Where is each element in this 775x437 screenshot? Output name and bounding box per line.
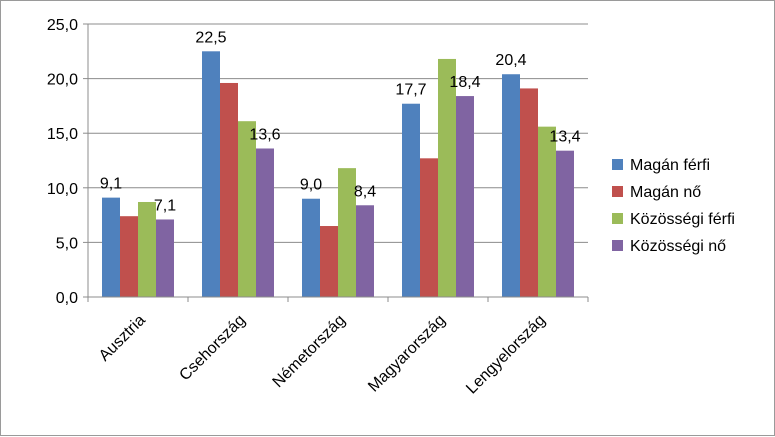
bar-2-4	[420, 158, 438, 297]
bar-3-3	[338, 168, 356, 297]
legend: Magán férfi Magán nő Közösségi férfi Közöss…	[612, 157, 735, 255]
legend-swatch	[612, 159, 623, 170]
legend-label: Magán nő	[630, 184, 701, 201]
category-label: Németország	[270, 312, 349, 391]
x-axis: Ausztria Csehország Németország Magyarorszá…	[87, 296, 589, 398]
data-label: 8,4	[354, 183, 376, 200]
bar-4-5	[556, 150, 574, 297]
bar-4-2	[256, 148, 274, 297]
data-label: 13,4	[549, 129, 580, 146]
bar-4-1	[156, 219, 174, 297]
y-tick-label: 5,0	[56, 235, 78, 252]
data-label: 9,0	[300, 177, 322, 194]
legend-swatch	[612, 213, 623, 224]
bar-2-1	[120, 216, 138, 297]
bar-1-5	[502, 74, 520, 298]
data-label: 22,5	[195, 29, 226, 46]
bar-2-2	[220, 82, 238, 297]
data-labels: 9,1 22,5 9,0 17,7 20,4 7,1 13,6 8,4 18,4 13,4	[100, 29, 581, 214]
y-tick-label: 10,0	[47, 181, 78, 198]
category-label: Csehország	[176, 312, 248, 384]
bar-3-1	[138, 201, 156, 297]
bar-1-1	[102, 197, 120, 297]
bar-2-3	[320, 226, 338, 297]
bar-2-5	[520, 88, 538, 297]
bar-4-4	[456, 96, 474, 298]
y-tick-label: 0,0	[56, 290, 78, 307]
data-label: 18,4	[449, 74, 480, 91]
y-tick-label: 20,0	[47, 72, 78, 89]
y-tick-label: 25,0	[47, 17, 78, 34]
y-axis: 0,0 5,0 10,0 15,0 20,0 25,0	[47, 17, 89, 307]
bar-3-2	[238, 121, 256, 297]
data-label: 7,1	[154, 197, 176, 214]
legend-label: Közösségi nő	[630, 238, 726, 255]
category-label: Magyarország	[365, 312, 449, 396]
bar-4-3	[356, 205, 374, 297]
data-label: 9,1	[100, 176, 122, 193]
legend-swatch	[612, 186, 623, 197]
category-label: Lengyelország	[463, 312, 549, 398]
data-label: 13,6	[249, 126, 280, 143]
legend-label: Közösségi férfi	[630, 211, 735, 228]
bars	[102, 51, 574, 298]
bar-1-2	[202, 51, 220, 297]
bar-1-3	[302, 198, 320, 297]
bar-1-4	[402, 103, 420, 297]
legend-swatch	[612, 240, 623, 251]
legend-label: Magán férfi	[630, 157, 710, 174]
bar-3-4	[438, 58, 456, 297]
data-label: 17,7	[395, 82, 426, 99]
bar-3-5	[538, 126, 556, 297]
data-label: 20,4	[495, 52, 526, 69]
y-tick-label: 15,0	[47, 126, 78, 143]
category-label: Ausztria	[96, 312, 149, 365]
